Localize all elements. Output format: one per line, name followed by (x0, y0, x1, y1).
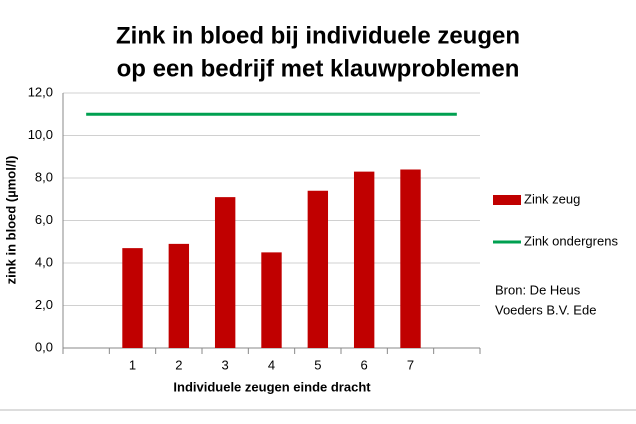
bar (307, 190, 329, 348)
x-tick-label: 3 (222, 357, 229, 372)
y-tick-label: 8,0 (35, 169, 53, 184)
bar (168, 243, 190, 348)
y-tick-label: 6,0 (35, 212, 53, 227)
y-tick-label: 10,0 (28, 127, 53, 142)
y-tick-label: 4,0 (35, 254, 53, 269)
y-tick-label: 2,0 (35, 297, 53, 312)
bar (214, 197, 236, 348)
legend-label: Zink ondergrens (524, 233, 618, 248)
x-tick-label: 2 (175, 357, 182, 372)
x-axis-title: Individuele zeugen einde dracht (173, 379, 371, 394)
bar (261, 252, 282, 348)
x-tick-label: 7 (407, 357, 414, 372)
x-tick-label: 1 (129, 357, 136, 372)
x-tick-label: 4 (268, 357, 275, 372)
legend-label: Zink zeug (524, 191, 580, 206)
source-note: Bron: De Heus (495, 282, 581, 297)
chart-title: op een bedrijf met klauwproblemen (117, 55, 520, 82)
source-note: Voeders B.V. Ede (495, 302, 596, 317)
bar (353, 171, 375, 348)
chart-title: Zink in bloed bij individuele zeugen (116, 22, 520, 49)
y-tick-label: 12,0 (28, 84, 53, 99)
x-tick-label: 6 (361, 357, 368, 372)
legend-swatch (493, 195, 521, 205)
y-axis-title: zink in bloed (µmol/l) (3, 156, 18, 285)
bar (400, 169, 421, 348)
x-tick-label: 5 (314, 357, 321, 372)
bar (122, 248, 143, 348)
y-tick-label: 0,0 (35, 339, 53, 354)
